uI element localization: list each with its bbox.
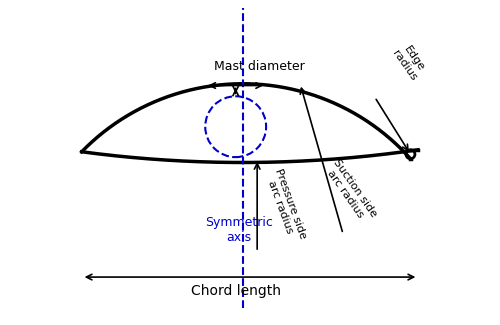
Text: Pressure side
arc radius: Pressure side arc radius [262, 167, 308, 244]
Text: Chord length: Chord length [190, 284, 280, 298]
Text: Mast diameter: Mast diameter [214, 60, 305, 73]
Text: Suction side
arc radius: Suction side arc radius [322, 157, 378, 225]
Text: Edge
radius: Edge radius [391, 42, 428, 83]
Text: Symmetric
axis: Symmetric axis [206, 216, 273, 244]
